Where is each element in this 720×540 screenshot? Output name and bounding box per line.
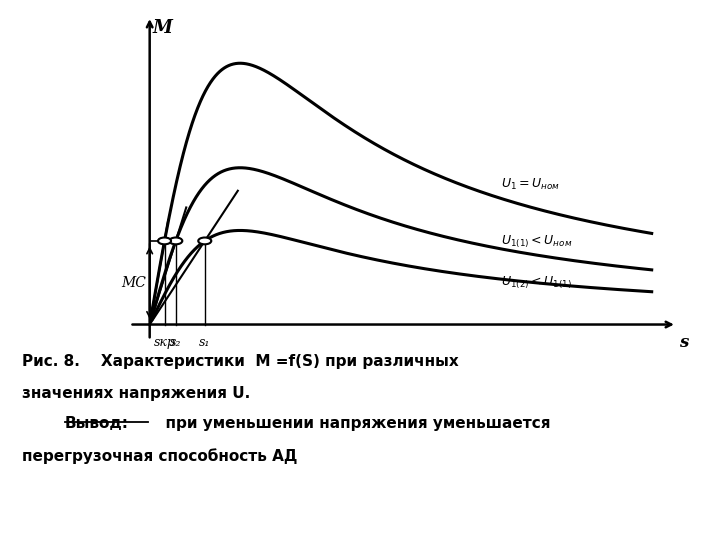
Circle shape [198,238,211,244]
Text: перегрузочная способность АД: перегрузочная способность АД [22,448,297,464]
Text: $U_1=U_{ном}$: $U_1=U_{ном}$ [501,177,560,192]
Text: Рис. 8.    Характеристики  М =f(S) при различных: Рис. 8. Характеристики М =f(S) при разли… [22,354,459,369]
Text: s₂: s₂ [170,336,181,349]
Circle shape [158,238,171,244]
Text: M: M [153,19,172,37]
Text: s₁: s₁ [199,336,210,349]
Text: при уменьшении напряжения уменьшается: при уменьшении напряжения уменьшается [155,416,550,431]
Text: Вывод:: Вывод: [65,416,129,431]
Text: $U_{1(2)}<U_{1(1)}$: $U_{1(2)}<U_{1(1)}$ [501,275,572,292]
Text: s: s [679,334,689,350]
Text: значениях напряжения U.: значениях напряжения U. [22,386,250,401]
Text: MС: MС [121,276,146,290]
Text: $U_{1(1)}<U_{ном}$: $U_{1(1)}<U_{ном}$ [501,233,572,250]
Text: sкр: sкр [153,336,176,349]
Circle shape [169,238,182,244]
